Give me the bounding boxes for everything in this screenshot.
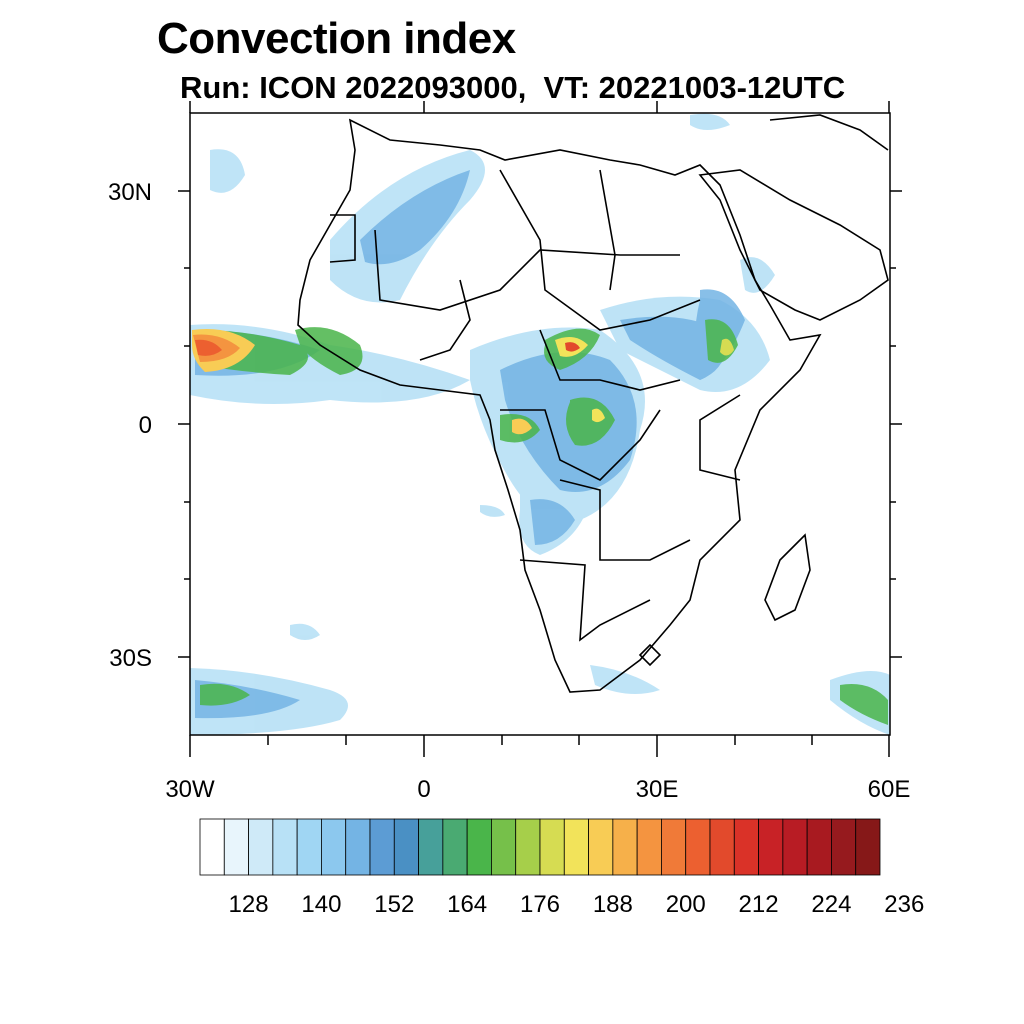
lat-label-0: 0 bbox=[139, 412, 152, 439]
colorbar-label: 128 bbox=[229, 891, 269, 918]
colorbar-box bbox=[636, 818, 662, 876]
colorbar-box bbox=[272, 818, 298, 876]
colorbar-box bbox=[321, 818, 347, 876]
lon-label-0: 0 bbox=[417, 776, 430, 803]
colorbar-box bbox=[442, 818, 468, 876]
colorbar-box bbox=[466, 818, 492, 876]
colorbar-box bbox=[733, 818, 759, 876]
colorbar-box bbox=[393, 818, 419, 876]
colorbar-box bbox=[248, 818, 274, 876]
colorbar-box bbox=[369, 818, 395, 876]
chart-subtitle: Run: ICON 2022093000, VT: 20221003-12UTC bbox=[180, 70, 846, 105]
colorbar-box bbox=[563, 818, 589, 876]
colorbar-box bbox=[806, 818, 832, 876]
colorbar-box bbox=[418, 818, 444, 876]
lat-ticks bbox=[178, 190, 902, 658]
colorbar-box bbox=[831, 818, 857, 876]
colorbar-box bbox=[345, 818, 371, 876]
convection-field bbox=[190, 113, 890, 735]
lon-label-60e: 60E bbox=[868, 776, 911, 803]
colorbar-label: 236 bbox=[884, 891, 924, 918]
colorbar-box bbox=[758, 818, 784, 876]
colorbar-box bbox=[539, 818, 565, 876]
colorbar-label: 188 bbox=[593, 891, 633, 918]
lon-ticks bbox=[189, 101, 890, 757]
colorbar-box bbox=[491, 818, 517, 876]
lon-label-30e: 30E bbox=[636, 776, 679, 803]
colorbar-box bbox=[709, 818, 735, 876]
colorbar-label: 152 bbox=[374, 891, 414, 918]
colorbar bbox=[199, 818, 881, 876]
colorbar-box bbox=[296, 818, 322, 876]
colorbar-box bbox=[223, 818, 249, 876]
coastlines bbox=[297, 114, 889, 693]
colorbar-label: 176 bbox=[520, 891, 560, 918]
chart-title: Convection index bbox=[157, 14, 516, 63]
colorbar-box bbox=[588, 818, 614, 876]
colorbar-box bbox=[685, 818, 711, 876]
colorbar-box bbox=[612, 818, 638, 876]
colorbar-label: 140 bbox=[301, 891, 341, 918]
colorbar-box bbox=[199, 818, 225, 876]
colorbar-box bbox=[855, 818, 881, 876]
colorbar-label: 212 bbox=[739, 891, 779, 918]
colorbar-label: 164 bbox=[447, 891, 487, 918]
colorbar-box bbox=[515, 818, 541, 876]
lat-label-30n: 30N bbox=[108, 179, 152, 206]
colorbar-label: 200 bbox=[666, 891, 706, 918]
colorbar-box bbox=[661, 818, 687, 876]
lat-label-30s: 30S bbox=[109, 645, 152, 672]
colorbar-label: 224 bbox=[811, 891, 851, 918]
colorbar-labels: 128 140 152 164 176 188 200 212 224 236 bbox=[229, 891, 925, 918]
lon-label-30w: 30W bbox=[165, 776, 215, 803]
colorbar-box bbox=[782, 818, 808, 876]
